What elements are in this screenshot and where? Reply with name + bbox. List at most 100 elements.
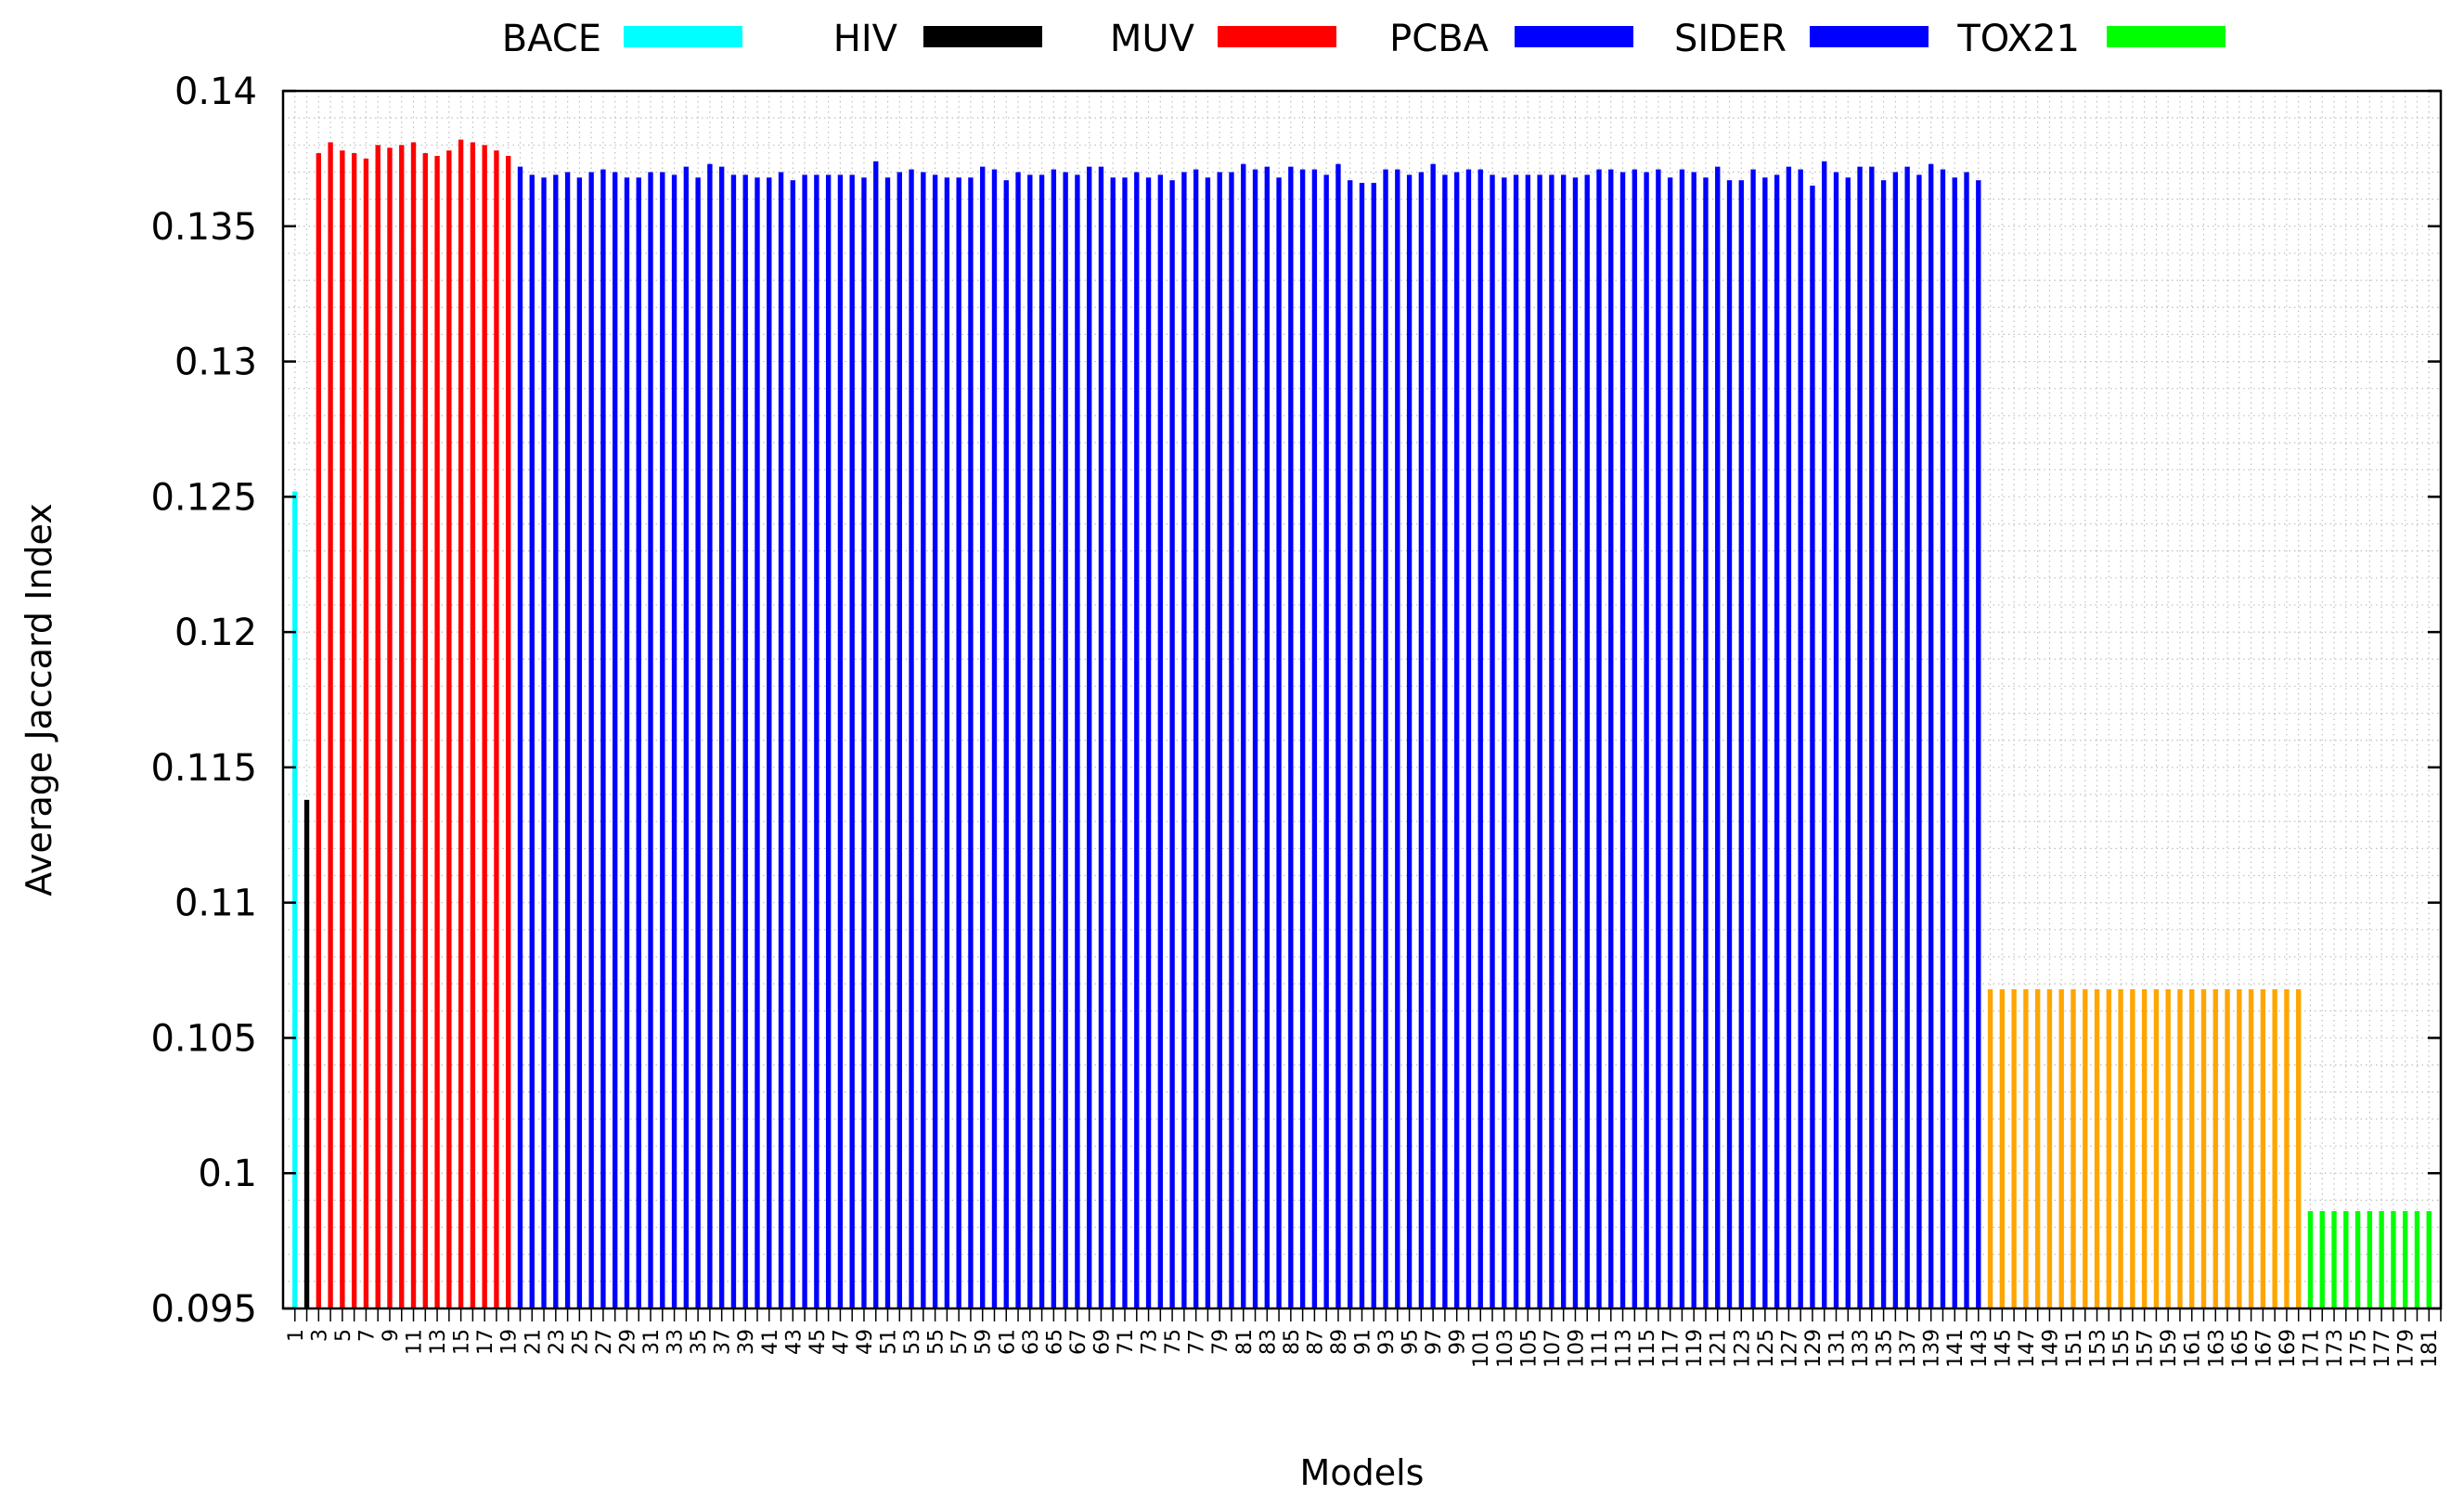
- x-tick-label: 133: [1850, 1329, 1873, 1368]
- bar: [837, 174, 844, 1309]
- bar: [1833, 172, 1839, 1308]
- bar: [980, 166, 986, 1309]
- x-tick-label: 31: [640, 1329, 664, 1355]
- x-tick-label: 81: [1233, 1329, 1257, 1355]
- y-tick-label: 0.11: [174, 883, 257, 925]
- bar: [1632, 169, 1638, 1308]
- bar: [814, 174, 819, 1309]
- x-tick-label: 117: [1660, 1329, 1684, 1368]
- bar: [1442, 174, 1448, 1309]
- bar: [778, 172, 784, 1308]
- bar: [636, 177, 641, 1309]
- bar: [2058, 988, 2064, 1308]
- bar: [2379, 1211, 2384, 1308]
- bar: [648, 172, 653, 1308]
- bar: [1572, 177, 1579, 1309]
- bar: [1929, 163, 1934, 1309]
- bar: [1691, 172, 1696, 1308]
- x-tick-label: 75: [1162, 1329, 1185, 1355]
- bar: [328, 142, 333, 1309]
- x-tick-label: 125: [1755, 1329, 1778, 1368]
- x-tick-label: 145: [1992, 1329, 2015, 1368]
- bar: [1323, 174, 1329, 1309]
- x-tick-label: 55: [925, 1329, 948, 1355]
- bar: [1738, 180, 1744, 1308]
- bar: [2141, 988, 2148, 1308]
- x-tick-label: 33: [664, 1329, 688, 1355]
- bar: [1205, 177, 1211, 1309]
- bar: [506, 155, 511, 1308]
- bar: [2237, 988, 2242, 1308]
- x-tick-label: 181: [2419, 1329, 2442, 1368]
- x-tick-label: 141: [1944, 1329, 1967, 1368]
- bar: [1038, 174, 1045, 1309]
- bar: [2260, 988, 2266, 1308]
- bar: [553, 174, 559, 1309]
- x-tick-label: 19: [498, 1329, 522, 1355]
- bar: [2083, 988, 2088, 1308]
- x-tick-label: 7: [355, 1329, 379, 1342]
- bar: [1276, 177, 1282, 1309]
- bar: [2023, 988, 2029, 1308]
- y-tick-label: 0.105: [150, 1017, 257, 1060]
- x-tick-label: 143: [1968, 1329, 1992, 1368]
- x-tick-label: 153: [2087, 1329, 2110, 1368]
- legend-label: SIDER: [1674, 18, 1787, 60]
- x-tick-label: 71: [1115, 1329, 1138, 1355]
- bar: [718, 166, 725, 1309]
- bar: [1904, 166, 1910, 1309]
- x-tick-label: 107: [1542, 1329, 1565, 1368]
- x-tick-label: 51: [878, 1329, 901, 1355]
- bar: [1110, 177, 1116, 1309]
- bar: [1051, 169, 1057, 1308]
- bar: [2414, 1211, 2420, 1308]
- y-axis-label: Average Jaccard Index: [19, 503, 59, 896]
- bar: [1418, 172, 1425, 1308]
- x-tick-label: 47: [830, 1329, 853, 1355]
- bar: [470, 142, 476, 1309]
- bar: [458, 139, 464, 1309]
- bar: [2130, 988, 2135, 1308]
- legend-label: MUV: [1110, 18, 1195, 60]
- bar: [1477, 169, 1483, 1308]
- bar: [1679, 169, 1685, 1308]
- legend-swatch: [624, 26, 742, 47]
- bar: [944, 177, 950, 1309]
- bar: [1075, 174, 1080, 1309]
- bar: [1359, 183, 1365, 1308]
- bar: [2354, 1211, 2361, 1308]
- y-tick-label: 0.14: [174, 71, 257, 113]
- y-tick-label: 0.115: [150, 747, 257, 790]
- x-tick-label: 131: [1825, 1329, 1849, 1368]
- x-tick-label: 113: [1613, 1329, 1636, 1368]
- bar: [1288, 166, 1294, 1309]
- x-tick-label: 163: [2205, 1329, 2228, 1368]
- bar: [600, 169, 606, 1308]
- bar: [541, 177, 547, 1309]
- x-tick-label: 135: [1874, 1329, 1897, 1368]
- x-tick-label: 87: [1304, 1329, 1327, 1355]
- bar: [399, 145, 405, 1308]
- bar: [730, 174, 737, 1309]
- bar: [2296, 988, 2302, 1308]
- x-tick-label: 115: [1636, 1329, 1659, 1368]
- bar: [303, 799, 310, 1308]
- x-tick-label: 85: [1281, 1329, 1304, 1355]
- x-tick-label: 29: [616, 1329, 639, 1355]
- x-tick-label: 21: [522, 1329, 545, 1355]
- bar: [434, 155, 440, 1308]
- y-tick-label: 0.095: [150, 1288, 257, 1331]
- x-tick-label: 147: [2016, 1329, 2039, 1368]
- bar: [1703, 177, 1709, 1309]
- x-tick-label: 151: [2063, 1329, 2086, 1368]
- y-tick-label: 0.12: [174, 612, 257, 654]
- bar: [1869, 166, 1875, 1309]
- x-tick-label: 89: [1328, 1329, 1351, 1355]
- x-tick-label: 155: [2110, 1329, 2134, 1368]
- bar: [1015, 172, 1021, 1308]
- bar: [1465, 169, 1472, 1308]
- x-tick-label: 73: [1139, 1329, 1162, 1355]
- bar: [1525, 174, 1531, 1309]
- bar: [2426, 1211, 2432, 1308]
- x-tick-label: 119: [1684, 1329, 1707, 1368]
